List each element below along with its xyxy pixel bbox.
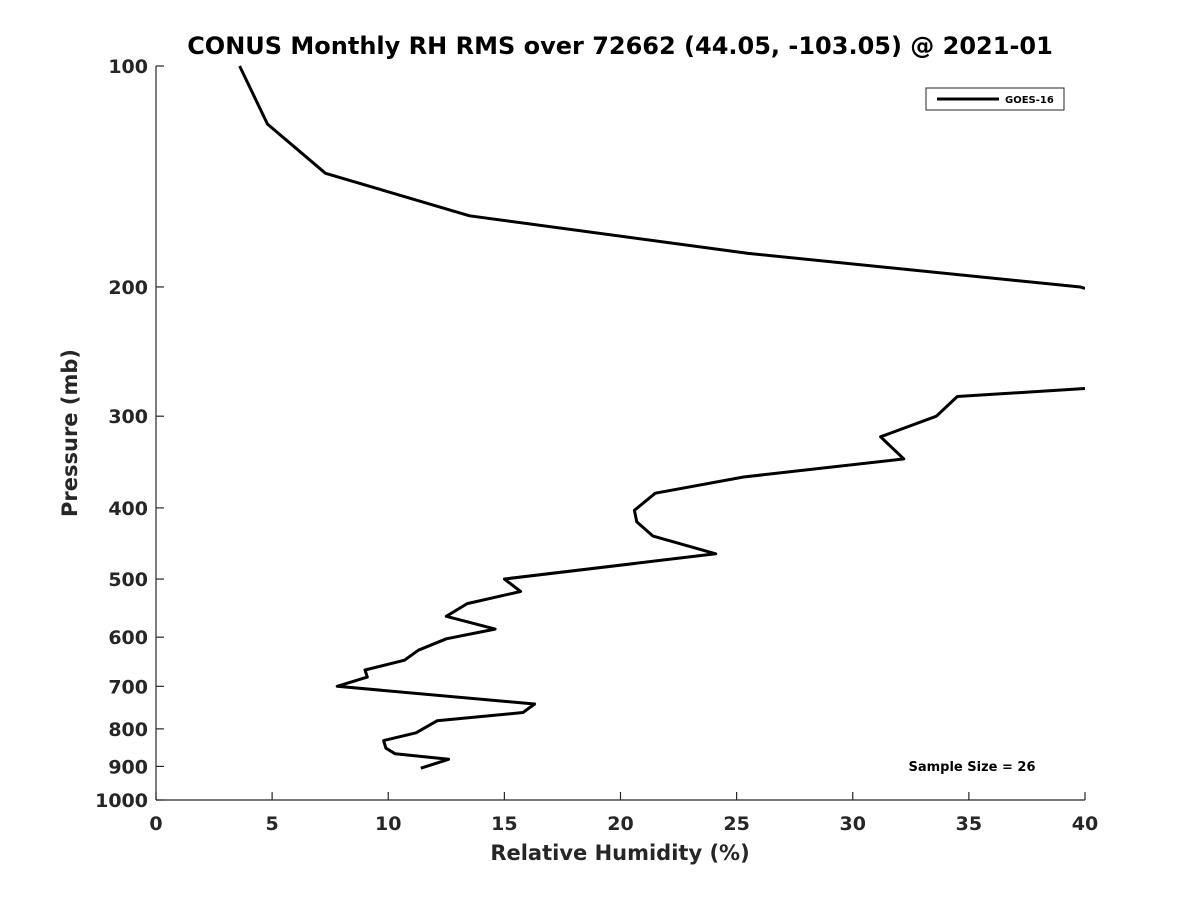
x-axis-label: Relative Humidity (%)	[490, 841, 749, 865]
y-tick-label: 900	[108, 756, 148, 778]
y-tick-label: 100	[108, 56, 148, 78]
chart-title: CONUS Monthly RH RMS over 72662 (44.05, …	[187, 32, 1053, 60]
x-tick-label: 35	[956, 813, 982, 835]
ticks-layer: 0 5 10 15 20 25 30 35 40 100 200 300 400 500 600 700 800…	[95, 56, 1098, 835]
y-tick-label: 800	[108, 719, 148, 741]
y-tick-label: 300	[108, 406, 148, 428]
legend-entry-goes-16: GOES-16	[1005, 95, 1054, 106]
x-tick-label: 10	[375, 813, 401, 835]
sample-size-annotation: Sample Size = 26	[908, 760, 1035, 775]
series-goes-16-segment-2	[335, 387, 1085, 770]
y-tick-label: 600	[108, 627, 148, 649]
x-tick-label: 25	[723, 813, 749, 835]
axes-layer	[155, 66, 1085, 801]
legend: GOES-16	[925, 87, 1065, 111]
y-tick-label: 200	[108, 277, 148, 299]
series-goes-16-segment-1	[238, 65, 1085, 290]
x-tick-label: 20	[607, 813, 633, 835]
y-tick-label: 1000	[95, 790, 148, 812]
series-layer	[238, 65, 1085, 770]
y-tick-label: 400	[108, 498, 148, 520]
x-tick-label: 30	[840, 813, 866, 835]
y-tick-label: 700	[108, 676, 148, 698]
x-tick-label: 15	[491, 813, 517, 835]
x-tick-label: 0	[149, 813, 162, 835]
x-tick-label: 5	[266, 813, 279, 835]
y-tick-label: 500	[108, 569, 148, 591]
y-axis-label: Pressure (mb)	[58, 349, 82, 517]
x-tick-label: 40	[1072, 813, 1098, 835]
